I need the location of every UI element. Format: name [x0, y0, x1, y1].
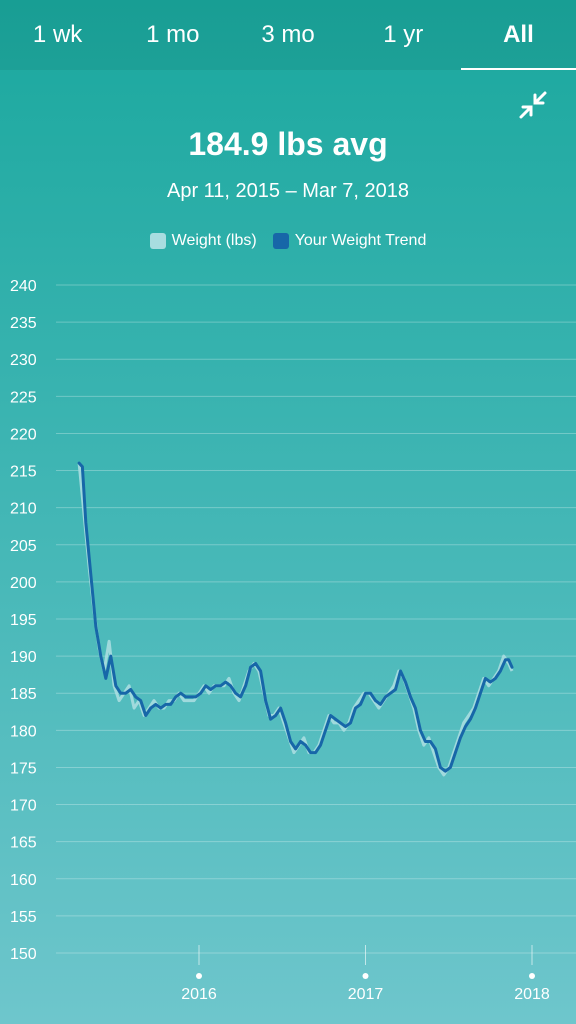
legend-item-trend: Your Weight Trend — [272, 232, 427, 250]
x-tick-label: 2017 — [348, 986, 384, 1003]
y-tick-label: 240 — [10, 278, 37, 295]
y-tick-label: 190 — [10, 649, 37, 666]
x-tick-label: 2018 — [514, 986, 550, 1003]
y-tick-label: 195 — [10, 612, 37, 629]
collapse-arrows-icon[interactable] — [518, 90, 548, 120]
trend-series-line — [77, 461, 514, 773]
x-tick-dot — [196, 973, 202, 979]
x-tick-dot — [362, 973, 369, 979]
y-tick-label: 230 — [10, 352, 37, 369]
y-tick-label: 175 — [10, 760, 37, 777]
y-tick-label: 150 — [10, 946, 37, 963]
legend-swatch-trend — [272, 233, 289, 249]
y-tick-label: 225 — [10, 389, 37, 406]
tab-1-month[interactable]: 1 mo — [146, 21, 200, 48]
y-tick-label: 165 — [10, 835, 37, 852]
date-range: Apr 11, 2015 – Mar 7, 2018 — [166, 180, 409, 202]
legend-label-trend: Your Weight Trend — [294, 232, 427, 249]
average-weight: 184.9 lbs avg — [188, 126, 388, 162]
y-tick-label: 205 — [10, 538, 37, 555]
legend-swatch-weight — [149, 233, 166, 249]
y-tick-label: 185 — [10, 686, 37, 703]
y-tick-label: 200 — [10, 575, 37, 592]
x-tick-dot — [529, 973, 535, 979]
y-tick-label: 220 — [10, 426, 37, 443]
tab-3-months[interactable]: 3 mo — [261, 21, 315, 48]
legend-item-weight: Weight (lbs) — [149, 232, 257, 250]
time-range-tabs: 1 wk 1 mo 3 mo 1 yr All — [0, 0, 576, 70]
y-tick-label: 155 — [10, 909, 37, 926]
y-tick-label: 180 — [10, 723, 37, 740]
tab-1-week[interactable]: 1 wk — [32, 21, 83, 48]
y-tick-label: 235 — [10, 315, 37, 332]
legend-label-weight: Weight (lbs) — [171, 232, 257, 249]
y-tick-label: 160 — [10, 872, 37, 889]
y-tick-label: 215 — [10, 464, 37, 481]
tab-all[interactable]: All — [460, 0, 576, 70]
chart-legend: Weight (lbs) Your Weight Trend — [0, 232, 576, 250]
weight-chart: 150 155 160 165 170 175 180 185 190 195 200 205 210 2… — [10, 278, 576, 1003]
tab-1-year[interactable]: 1 yr — [383, 21, 424, 48]
y-tick-label: 210 — [10, 501, 37, 518]
y-tick-label: 170 — [10, 798, 37, 815]
x-tick-label: 2016 — [181, 986, 217, 1003]
